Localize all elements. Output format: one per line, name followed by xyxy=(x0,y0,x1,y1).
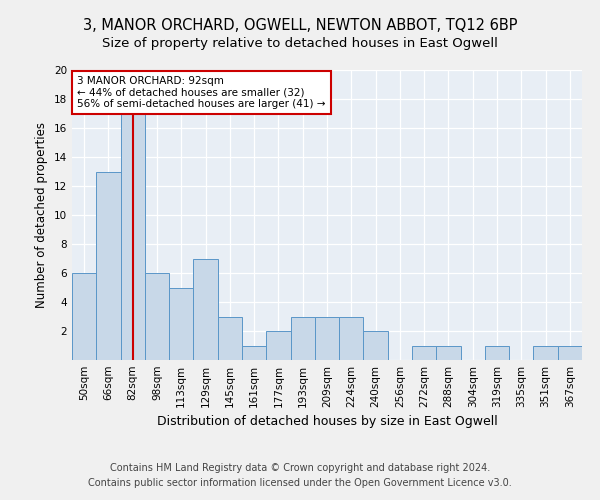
Bar xyxy=(169,288,193,360)
Text: 3 MANOR ORCHARD: 92sqm
← 44% of detached houses are smaller (32)
56% of semi-det: 3 MANOR ORCHARD: 92sqm ← 44% of detached… xyxy=(77,76,325,109)
Bar xyxy=(533,346,558,360)
Bar xyxy=(364,331,388,360)
Bar xyxy=(96,172,121,360)
Bar xyxy=(436,346,461,360)
X-axis label: Distribution of detached houses by size in East Ogwell: Distribution of detached houses by size … xyxy=(157,416,497,428)
Bar xyxy=(242,346,266,360)
Bar xyxy=(290,316,315,360)
Bar xyxy=(558,346,582,360)
Bar xyxy=(412,346,436,360)
Bar xyxy=(218,316,242,360)
Bar xyxy=(145,273,169,360)
Bar xyxy=(193,258,218,360)
Bar xyxy=(266,331,290,360)
Bar xyxy=(72,273,96,360)
Text: Size of property relative to detached houses in East Ogwell: Size of property relative to detached ho… xyxy=(102,38,498,51)
Bar xyxy=(485,346,509,360)
Text: 3, MANOR ORCHARD, OGWELL, NEWTON ABBOT, TQ12 6BP: 3, MANOR ORCHARD, OGWELL, NEWTON ABBOT, … xyxy=(83,18,517,32)
Text: Contains HM Land Registry data © Crown copyright and database right 2024.
Contai: Contains HM Land Registry data © Crown c… xyxy=(88,462,512,487)
Bar xyxy=(121,114,145,360)
Y-axis label: Number of detached properties: Number of detached properties xyxy=(35,122,49,308)
Bar xyxy=(339,316,364,360)
Bar xyxy=(315,316,339,360)
